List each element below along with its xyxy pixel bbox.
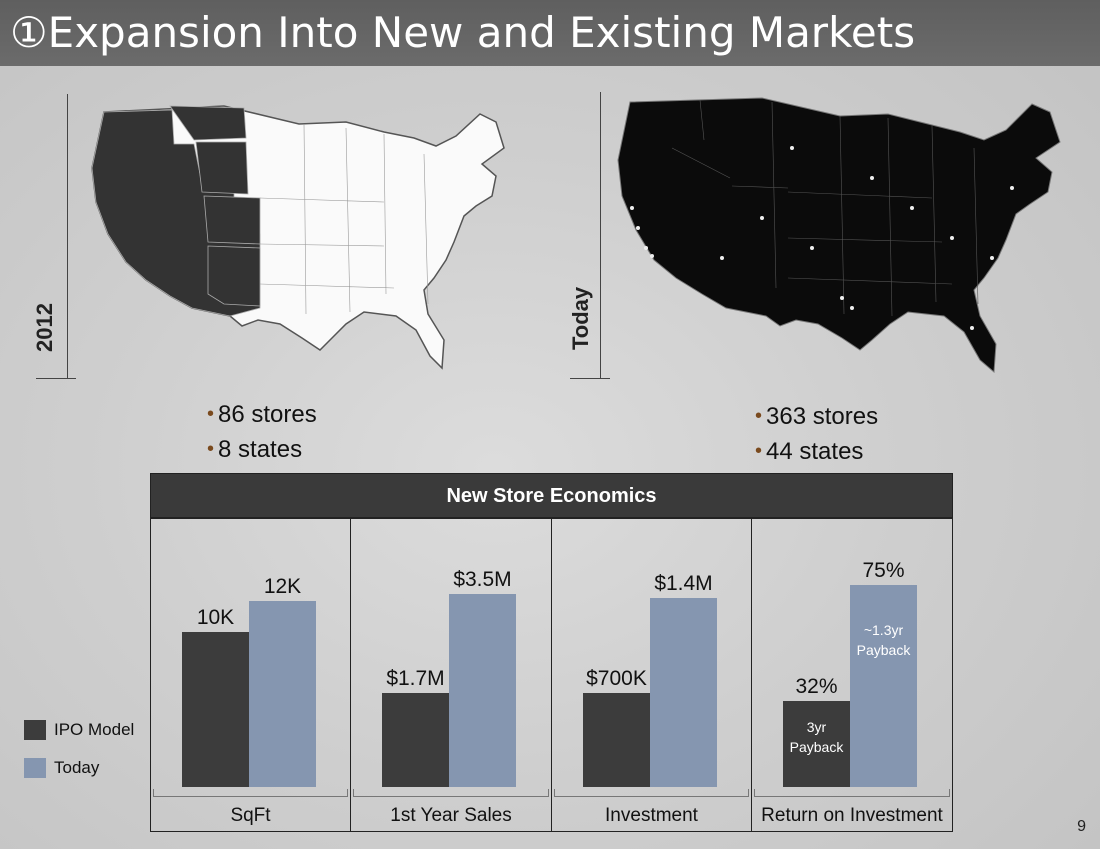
payback-note-ipo-model-line-2: Payback [789, 739, 844, 755]
title-bar: ①Expansion Into New and Existing Markets [0, 0, 1100, 66]
bullet-states-2012: 8 states [207, 433, 317, 468]
map-left-axis-vertical [67, 94, 68, 378]
bar-roi-ipo-model [783, 700, 850, 787]
bar-sales-today [449, 593, 516, 787]
us-map-today [617, 97, 1061, 374]
panel-investment-baseline [554, 789, 749, 797]
value-label-roi-ipo-model: 32% [795, 674, 838, 698]
value-label-investment-ipo-model: $700K [586, 666, 647, 690]
payback-note-today: ~1.3yr Payback [857, 620, 911, 660]
map-right-axis-vertical [600, 92, 601, 378]
slide-title: ①Expansion Into New and Existing Markets [10, 8, 916, 57]
panel-sqft-baseline [153, 789, 348, 797]
category-label-sqft: SqFt [230, 805, 271, 826]
value-label-roi-today: 75% [862, 558, 905, 582]
panel-return-on-investment: 32% 75% 3yr Payback ~1.3yr Payback Retur… [751, 518, 953, 832]
payback-note-ipo-model-line-1: 3yr [806, 719, 827, 735]
map-left-axis-horizontal [36, 378, 76, 379]
panel-1st-year-sales: $1.7M $3.5M 1st Year Sales [350, 518, 552, 832]
legend-label-today: Today [54, 758, 100, 777]
map-right-year-label: Today [568, 286, 593, 350]
bullet-stores-2012: 86 stores [207, 398, 317, 433]
bar-sales-ipo-model [382, 693, 449, 787]
map-left-bullets: 86 stores 8 states [207, 398, 317, 468]
value-label-sqft-today: 12K [263, 575, 302, 599]
bullet-stores-today: 363 stores [755, 400, 878, 435]
panel-sales-baseline [353, 789, 549, 797]
category-label-return-on-investment: Return on Investment [761, 805, 943, 826]
map-right-bullets: 363 stores 44 states [755, 400, 878, 470]
value-label-sales-today: $3.5M [453, 567, 512, 591]
bar-investment-today [650, 598, 717, 787]
category-label-1st-year-sales: 1st Year Sales [390, 805, 512, 826]
category-label-investment: Investment [605, 805, 698, 826]
legend-label-ipo-model: IPO Model [54, 720, 135, 739]
payback-note-today-line-2: Payback [856, 641, 911, 658]
map-right-axis-horizontal [570, 378, 610, 379]
payback-note-today-line-1: ~1.3yr [863, 621, 904, 638]
bar-sqft-ipo-model [182, 632, 249, 787]
bar-investment-ipo-model [583, 692, 650, 787]
bullet-states-today: 44 states [755, 435, 878, 470]
legend-swatch-ipo-model [24, 720, 46, 740]
payback-note-ipo-model: 3yr Payback [790, 717, 844, 757]
value-label-sales-ipo-model: $1.7M [386, 667, 445, 691]
panel-roi-baseline [754, 789, 950, 797]
value-label-investment-today: $1.4M [654, 572, 713, 596]
us-map-2012 [91, 105, 505, 370]
bar-sqft-today [249, 601, 316, 787]
panel-sqft: 10K 12K SqFt [150, 518, 351, 832]
map-left-year-label: 2012 [32, 303, 57, 352]
legend-swatch-today [24, 758, 46, 778]
bar-roi-today [850, 584, 917, 787]
panel-investment: $700K $1.4M Investment [551, 518, 752, 832]
table-header: New Store Economics [150, 473, 953, 518]
page-number: 9 [1077, 818, 1086, 835]
value-label-sqft-ipo-model: 10K [196, 606, 235, 630]
